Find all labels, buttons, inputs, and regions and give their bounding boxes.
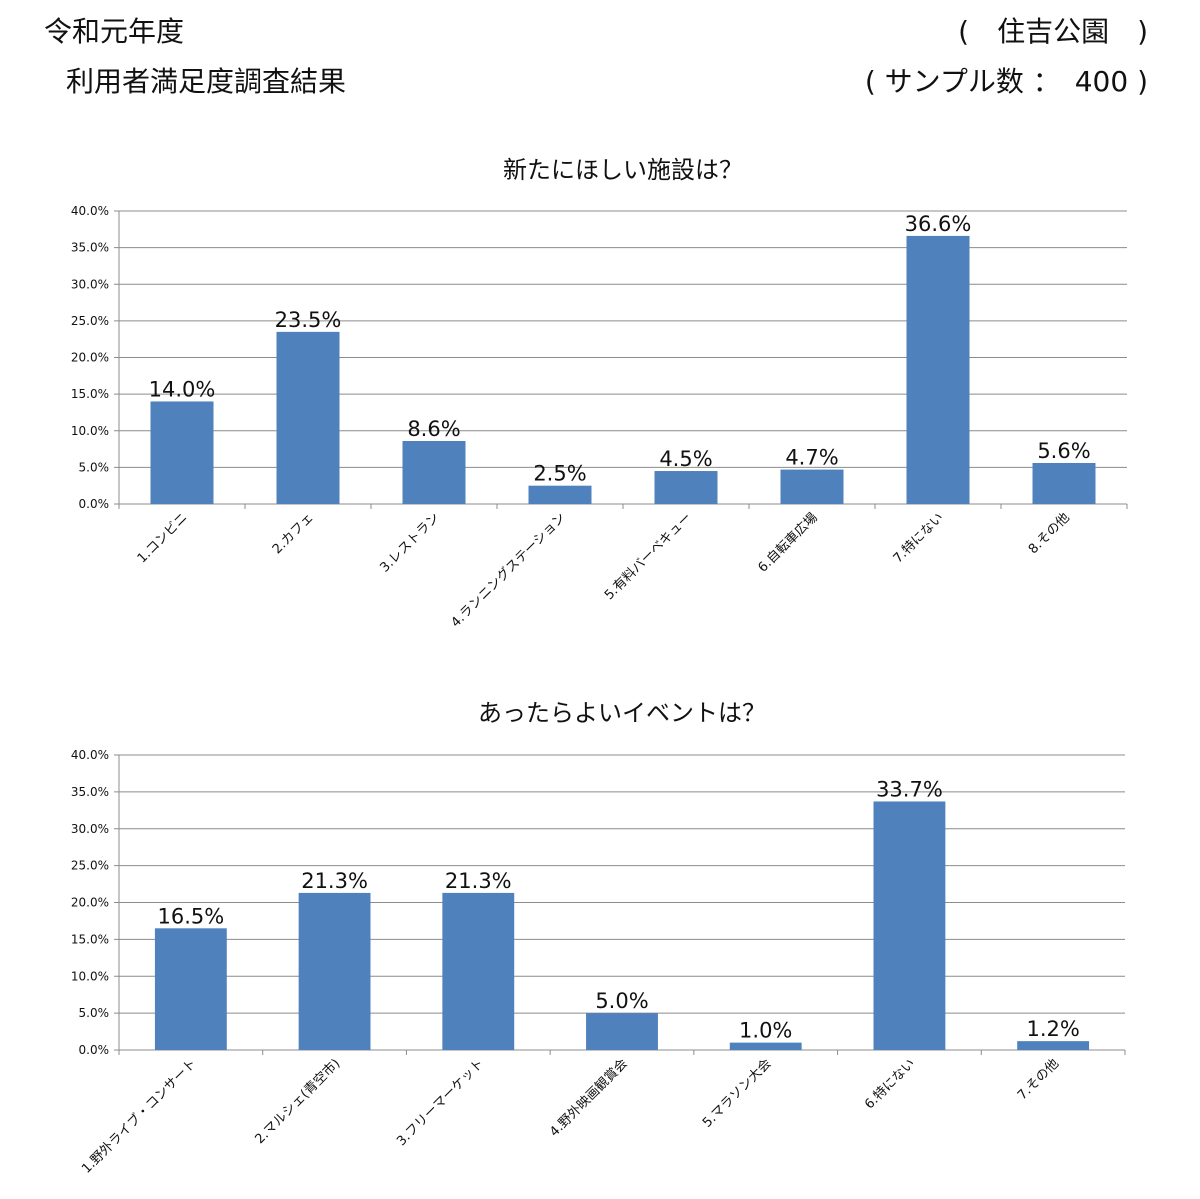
event-bar-chart: あったらよいイベントは？ 0.0% 5.0% 10.0% 15.0% 20.0% 25.0%…: [71, 699, 1126, 1177]
data-label: 1.0%: [739, 1019, 792, 1043]
x-category-label: 4.ランニングステーション: [449, 510, 569, 630]
y-tick-label: 40.0%: [71, 748, 109, 762]
y-tick-label: 20.0%: [71, 351, 109, 365]
y-tick-label: 15.0%: [71, 387, 109, 401]
y-tick-label: 25.0%: [71, 314, 109, 328]
bar: [906, 235, 970, 504]
data-label: 14.0%: [149, 377, 216, 401]
x-category-label: 6.自転車広場: [755, 510, 820, 575]
data-label: 1.2%: [1026, 1017, 1079, 1041]
bar: [654, 471, 718, 504]
report-year: 令和元年度: [44, 15, 185, 48]
x-category-label: 4.野外映画観賞会: [547, 1056, 631, 1140]
x-category-label: 8.その他: [1026, 510, 1073, 557]
x-category-label: 6.特にない: [862, 1056, 918, 1112]
y-tick-label: 10.0%: [71, 424, 109, 438]
bar: [276, 331, 340, 504]
bar: [402, 441, 466, 504]
x-category-label: 1.コンビニ: [135, 510, 191, 566]
y-tick-label: 15.0%: [71, 932, 109, 946]
bar: [873, 801, 946, 1050]
y-tick-label: 0.0%: [79, 1043, 110, 1057]
chart-title: あったらよいイベントは？: [478, 699, 766, 727]
y-tick-label: 30.0%: [71, 277, 109, 291]
x-category-label: 5.有料バーベキュー: [602, 510, 695, 603]
data-label: 5.0%: [595, 989, 648, 1013]
data-label: 8.6%: [407, 417, 460, 441]
x-category-label: 1.野外ライブ・コンサート: [78, 1056, 199, 1177]
data-label: 36.6%: [905, 212, 972, 236]
y-tick-label: 20.0%: [71, 896, 109, 910]
y-tick-label: 5.0%: [79, 1006, 110, 1020]
bar: [150, 401, 214, 504]
y-tick-label: 35.0%: [71, 785, 109, 799]
sample-size: ( サンプル数 ： 400 ): [864, 65, 1148, 98]
report-title: 利用者満足度調査結果: [66, 65, 347, 98]
x-category-label: 5.マラソン大会: [700, 1056, 775, 1131]
bar: [528, 485, 592, 504]
bar: [1032, 462, 1096, 504]
facility-bar-chart: 新たにほしい施設は？ 0.0% 5.0% 10.0% 15.0% 20.0% 25.0% 30…: [71, 156, 1128, 631]
data-label: 21.3%: [301, 869, 368, 893]
y-tick-label: 40.0%: [71, 204, 109, 218]
y-tick-label: 25.0%: [71, 859, 109, 873]
bar: [729, 1042, 802, 1050]
x-category-label: 7.その他: [1015, 1056, 1062, 1103]
data-label: 33.7%: [876, 777, 943, 801]
data-label: 2.5%: [533, 462, 586, 486]
chart-title: 新たにほしい施設は？: [503, 156, 743, 184]
data-label: 23.5%: [275, 308, 342, 332]
bar: [586, 1013, 658, 1050]
park-name: ( 住吉公園 ): [958, 15, 1148, 48]
y-tick-label: 30.0%: [71, 822, 109, 836]
y-tick-label: 0.0%: [79, 497, 110, 511]
data-label: 4.5%: [659, 447, 712, 471]
bar: [154, 928, 227, 1050]
y-tick-label: 10.0%: [71, 969, 109, 983]
x-category-label: 2.マルシェ(青空市): [252, 1056, 344, 1148]
data-label: 21.3%: [445, 869, 512, 893]
x-category-label: 3.フリーマーケット: [394, 1056, 487, 1149]
bar: [442, 892, 515, 1050]
x-category-label: 3.レストラン: [377, 510, 442, 575]
data-label: 5.6%: [1037, 439, 1090, 463]
y-tick-label: 5.0%: [79, 460, 110, 474]
y-tick-label: 35.0%: [71, 241, 109, 255]
bar: [780, 469, 844, 504]
data-label: 16.5%: [157, 904, 224, 928]
bar: [1017, 1041, 1090, 1050]
x-category-label: 2.カフェ: [270, 510, 317, 557]
bar: [298, 892, 371, 1050]
data-label: 4.7%: [785, 446, 838, 470]
x-category-label: 7.特にない: [891, 510, 947, 566]
